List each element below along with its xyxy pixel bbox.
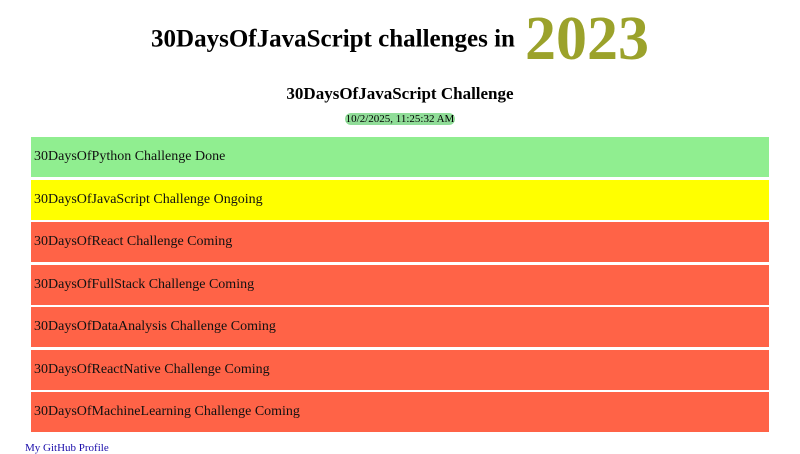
challenge-item: 30DaysOfDataAnalysis Challenge Coming	[31, 307, 769, 347]
challenge-list: 30DaysOfPython Challenge Done 30DaysOfJa…	[31, 137, 769, 435]
subtitle: 30DaysOfJavaScript Challenge	[286, 84, 514, 103]
challenge-item: 30DaysOfPython Challenge Done	[31, 137, 769, 177]
challenge-item: 30DaysOfMachineLearning Challenge Coming	[31, 392, 769, 432]
title-text: 30DaysOfJavaScript challenges in	[151, 25, 515, 53]
challenge-item: 30DaysOfReactNative Challenge Coming	[31, 349, 769, 390]
challenge-item: 30DaysOfJavaScript Challenge Ongoing	[31, 179, 769, 220]
year: 2023	[524, 5, 649, 73]
page-title: 30DaysOfJavaScript challenges in 2023	[0, 4, 800, 75]
challenge-item: 30DaysOfFullStack Challenge Coming	[31, 264, 769, 305]
datetime-badge: 10/2/2025, 11:25:32 AM	[345, 113, 455, 125]
github-profile-link[interactable]: My GitHub Profile	[25, 442, 109, 454]
challenge-item: 30DaysOfReact Challenge Coming	[31, 222, 769, 262]
